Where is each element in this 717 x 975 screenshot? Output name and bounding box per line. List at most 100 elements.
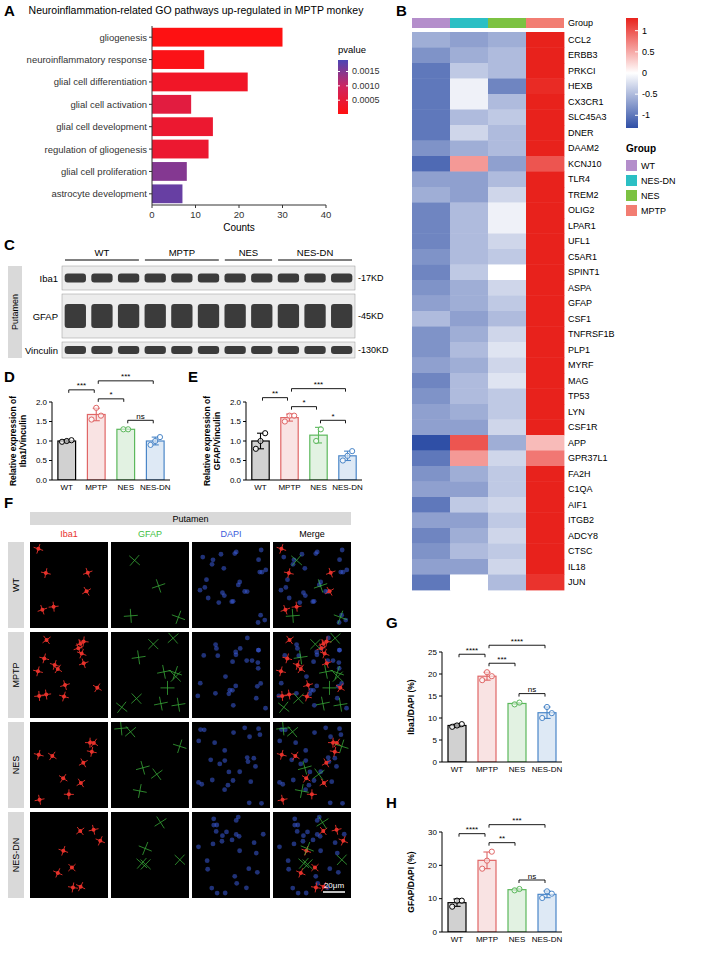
nucleus — [260, 570, 265, 575]
nucleus — [196, 844, 201, 849]
process — [325, 665, 326, 672]
microglia — [322, 759, 331, 768]
process — [79, 639, 81, 644]
axis-line — [442, 652, 443, 762]
process — [330, 750, 335, 752]
group-underline — [278, 260, 352, 261]
process — [337, 829, 342, 830]
process — [121, 728, 123, 735]
significance: **** — [466, 825, 478, 834]
axis-line — [246, 480, 362, 481]
point — [253, 446, 258, 451]
process — [307, 794, 312, 795]
microglia — [48, 752, 56, 760]
process — [301, 656, 308, 657]
process — [64, 697, 69, 698]
cell — [488, 559, 526, 575]
process — [64, 692, 65, 697]
process — [301, 846, 307, 849]
process — [131, 732, 135, 737]
category-label: astrocyte development — [51, 188, 147, 199]
colorbar-tick — [346, 85, 348, 86]
cell — [526, 528, 564, 544]
cell — [526, 389, 564, 405]
process — [63, 846, 65, 851]
category-label: neuroinflammatory response — [27, 54, 147, 65]
process — [283, 727, 290, 729]
process — [299, 873, 301, 878]
process — [173, 634, 178, 639]
nucleus — [281, 555, 286, 560]
process — [58, 868, 60, 873]
micrograph — [111, 542, 189, 628]
microglia — [330, 747, 340, 757]
process — [59, 695, 64, 696]
nucleus — [277, 844, 282, 849]
cell — [526, 358, 564, 374]
process — [307, 848, 313, 851]
nucleus — [246, 866, 251, 871]
nucleus — [222, 748, 227, 753]
significance: ** — [499, 834, 505, 843]
cell — [412, 218, 450, 234]
nucleus — [255, 660, 260, 665]
process — [280, 549, 282, 554]
point — [263, 431, 268, 436]
region-label: Putamen — [10, 294, 20, 330]
process — [136, 768, 143, 770]
bar — [538, 713, 556, 762]
nucleus — [301, 839, 306, 844]
legend-swatch — [626, 190, 637, 201]
point — [480, 678, 485, 683]
cell — [526, 311, 564, 327]
nucleus — [205, 858, 210, 863]
process — [140, 784, 141, 791]
micrograph-content — [276, 722, 348, 806]
process — [145, 842, 148, 848]
process — [323, 819, 329, 823]
process — [290, 637, 294, 640]
process — [178, 704, 185, 705]
process — [311, 794, 312, 799]
bar — [58, 441, 76, 480]
row-label: PLP1 — [568, 345, 590, 355]
process — [43, 658, 44, 663]
process — [178, 705, 179, 712]
tick — [195, 205, 196, 208]
nucleus — [223, 674, 228, 679]
row-label: SLC45A3 — [568, 112, 607, 122]
cell — [412, 296, 450, 312]
process — [59, 849, 64, 851]
process — [46, 693, 51, 695]
cell — [412, 141, 450, 157]
process — [295, 790, 302, 791]
nucleus — [287, 596, 292, 601]
process — [92, 751, 97, 753]
category-label: NES-DN — [332, 483, 363, 492]
process — [64, 680, 65, 685]
process — [126, 726, 130, 731]
colorbar-tick — [635, 73, 638, 74]
axis-title-line: GFAP/Vinculin — [212, 412, 222, 470]
significance: *** — [314, 380, 323, 389]
cell — [488, 125, 526, 141]
tick-label: 1.5 — [36, 417, 48, 426]
band — [118, 274, 139, 283]
process — [90, 752, 92, 757]
bar — [281, 418, 298, 480]
legend-swatch — [626, 175, 637, 186]
nucleus — [286, 867, 291, 872]
process — [73, 887, 78, 889]
process — [289, 693, 294, 695]
microglia — [278, 795, 288, 805]
process — [342, 855, 347, 860]
process — [296, 871, 301, 873]
process — [338, 677, 343, 682]
process — [37, 671, 38, 676]
astrocyte — [310, 639, 320, 649]
microglia — [60, 680, 70, 690]
cell — [488, 172, 526, 188]
process — [340, 688, 344, 691]
process — [50, 756, 53, 760]
nucleus — [292, 816, 297, 821]
